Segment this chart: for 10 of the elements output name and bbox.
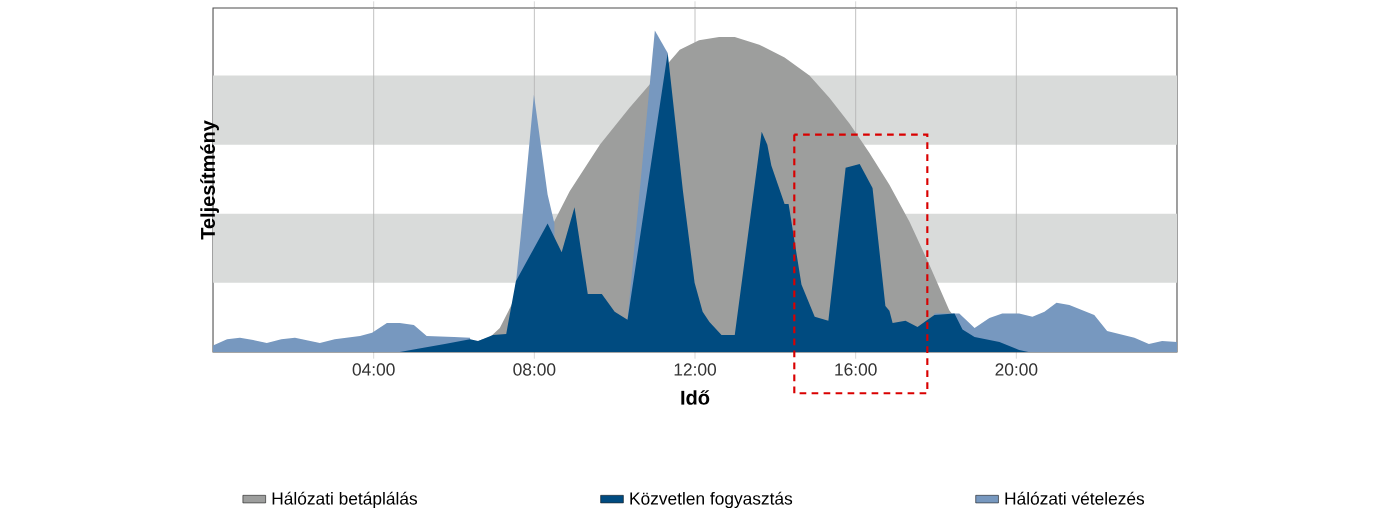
legend-label: Hálózati betáplálás <box>272 491 418 509</box>
legend-label: Hálózati vételezés <box>1005 491 1145 505</box>
x-tick-label: 20:00 <box>995 363 1038 376</box>
y-axis-title: Teljesítmény <box>200 120 219 240</box>
x-tick-label: 04:00 <box>352 363 395 376</box>
x-tick-label: 12:00 <box>674 363 717 376</box>
x-tick-label: 16:00 <box>835 363 877 376</box>
legend-label: Közvetlen fogyasztás <box>630 491 793 509</box>
x-axis-title: Idő <box>681 390 710 405</box>
x-tick-label: 08:00 <box>513 363 556 376</box>
